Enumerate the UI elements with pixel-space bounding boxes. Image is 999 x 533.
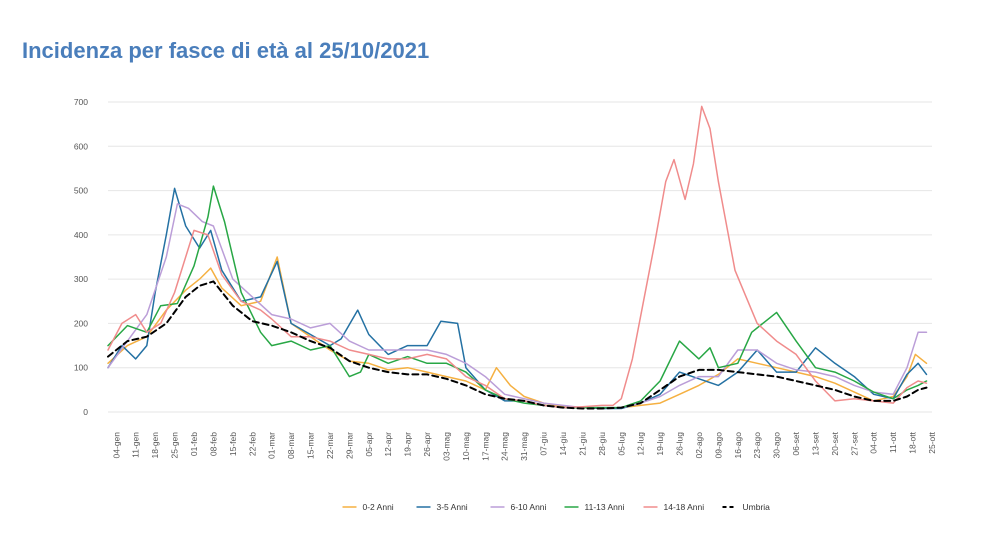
x-tick-label: 06-set bbox=[791, 431, 801, 455]
series-line-6-10-anni bbox=[107, 203, 928, 409]
y-tick-label: 200 bbox=[74, 318, 88, 328]
x-tick-label: 04-ott bbox=[869, 431, 879, 453]
series-line-umbria bbox=[107, 280, 928, 410]
x-tick-label: 19-lug bbox=[655, 432, 665, 456]
series-line-0-2-anni bbox=[107, 256, 928, 410]
legend-item: 11-13 Anni bbox=[564, 502, 625, 512]
x-tick-label: 21-giu bbox=[577, 432, 587, 456]
x-tick-label: 20-set bbox=[830, 431, 840, 455]
legend-item: 3-5 Anni bbox=[416, 502, 468, 512]
chart-title: Incidenza per fasce di età al 25/10/2021 bbox=[22, 38, 430, 63]
x-tick-label: 25-ott bbox=[927, 431, 937, 453]
x-tick-label: 28-giu bbox=[597, 432, 607, 456]
series-line-3-5-anni bbox=[107, 187, 928, 410]
x-tick-label: 05-lug bbox=[616, 432, 626, 456]
gridlines bbox=[108, 101, 932, 413]
x-tick-label: 31-mag bbox=[519, 432, 529, 461]
legend-item: 0-2 Anni bbox=[342, 502, 394, 512]
x-tick-label: 26-apr bbox=[422, 432, 432, 457]
x-tick-label: 19-apr bbox=[403, 432, 413, 457]
y-tick-label: 700 bbox=[74, 97, 88, 107]
x-tick-label: 08-mar bbox=[286, 432, 296, 459]
x-tick-label: 24-mag bbox=[500, 432, 510, 461]
x-tick-label: 18-gen bbox=[150, 432, 160, 459]
x-tick-label: 23-ago bbox=[752, 432, 762, 459]
legend-label: 11-13 Anni bbox=[585, 502, 625, 512]
series-lines bbox=[107, 105, 928, 410]
x-tick-label: 17-mag bbox=[480, 432, 490, 461]
series-line-14-18-anni bbox=[107, 105, 928, 409]
x-tick-label: 10-mag bbox=[461, 432, 471, 461]
x-tick-label: 03-mag bbox=[441, 432, 451, 461]
x-tick-label: 14-giu bbox=[558, 432, 568, 456]
x-tick-label: 27-set bbox=[849, 431, 859, 455]
y-tick-label: 300 bbox=[74, 274, 88, 284]
legend-item: 6-10 Anni bbox=[490, 502, 547, 512]
x-tick-label: 09-ago bbox=[713, 432, 723, 459]
x-tick-label: 12-apr bbox=[383, 432, 393, 457]
x-tick-label: 15-feb bbox=[228, 432, 238, 456]
x-tick-label: 16-ago bbox=[733, 432, 743, 459]
x-tick-label: 13-set bbox=[810, 431, 820, 455]
legend-label: 14-18 Anni bbox=[664, 502, 705, 512]
x-tick-label: 08-feb bbox=[208, 432, 218, 456]
x-tick-label: 26-lug bbox=[675, 432, 685, 456]
y-tick-label: 0 bbox=[83, 407, 88, 417]
x-tick-label: 15-mar bbox=[306, 432, 316, 459]
legend-item: 14-18 Anni bbox=[643, 502, 705, 512]
y-tick-label: 600 bbox=[74, 141, 88, 151]
x-tick-label: 04-gen bbox=[111, 432, 121, 459]
legend-label: 6-10 Anni bbox=[511, 502, 547, 512]
x-tick-label: 25-gen bbox=[170, 432, 180, 459]
x-tick-label: 01-mar bbox=[267, 432, 277, 459]
x-tick-label: 12-lug bbox=[636, 432, 646, 456]
legend-label: 0-2 Anni bbox=[363, 502, 394, 512]
x-tick-label: 11-ott bbox=[888, 431, 898, 453]
legend-label: 3-5 Anni bbox=[437, 502, 468, 512]
y-tick-label: 500 bbox=[74, 186, 88, 196]
y-tick-label: 100 bbox=[74, 363, 88, 373]
x-tick-label: 29-mar bbox=[344, 432, 354, 459]
x-tick-label: 30-ago bbox=[772, 432, 782, 459]
legend-label: Umbria bbox=[743, 502, 771, 512]
x-tick-label: 11-gen bbox=[131, 432, 141, 458]
x-tick-label: 18-ott bbox=[908, 431, 918, 453]
x-tick-label: 07-giu bbox=[539, 432, 549, 456]
legend-item: Umbria bbox=[722, 502, 771, 512]
legend: 0-2 Anni 3-5 Anni 6-10 Anni 11-13 Anni 14-18… bbox=[342, 502, 771, 512]
x-axis-ticks: 04-gen 11-gen 18-gen 25-gen 01-feb 08-feb 15-f… bbox=[111, 431, 937, 460]
x-tick-label: 22-feb bbox=[247, 432, 257, 456]
y-tick-label: 400 bbox=[74, 230, 88, 240]
x-tick-label: 01-feb bbox=[189, 432, 199, 456]
x-tick-label: 22-mar bbox=[325, 432, 335, 459]
x-tick-label: 05-apr bbox=[364, 432, 374, 457]
x-tick-label: 02-ago bbox=[694, 432, 704, 459]
y-axis-ticks: 0 100 200 300 400 500 600 700 bbox=[74, 97, 88, 417]
